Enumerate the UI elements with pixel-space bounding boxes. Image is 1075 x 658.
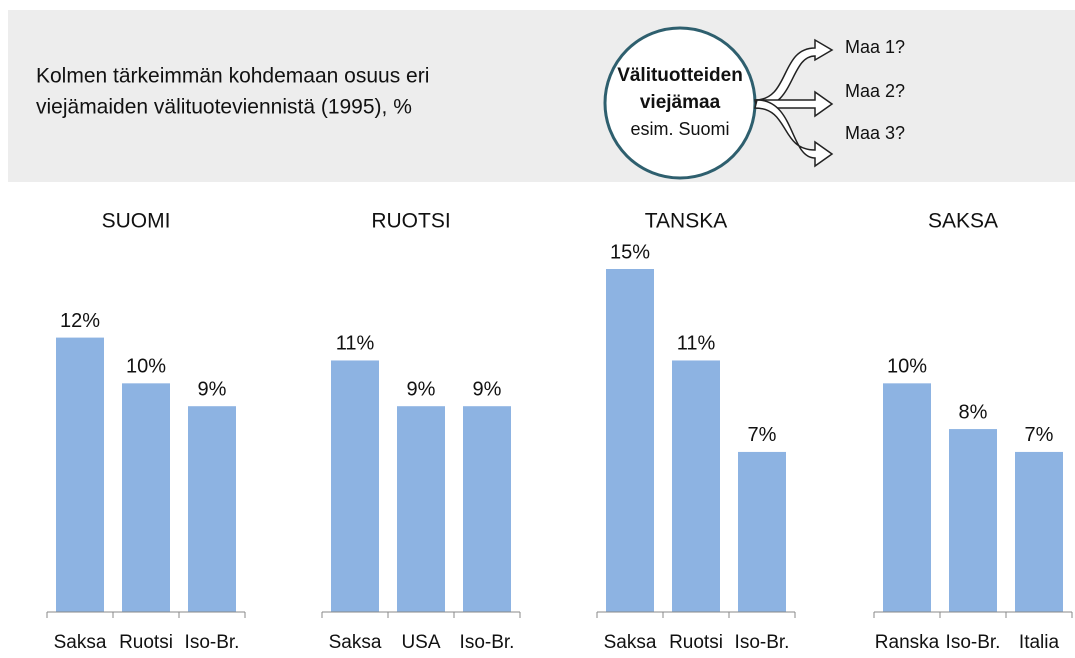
output-label: Maa 1? [845,37,905,57]
value-label: 8% [959,401,988,423]
x-tick-label: Iso-Br. [946,632,1001,653]
bar [949,429,997,612]
bar [331,360,379,612]
value-label: 11% [677,333,716,355]
value-label: 7% [748,424,777,446]
bar [606,269,654,612]
circle-text: esim. Suomi [630,119,729,139]
value-label: 15% [610,241,650,263]
output-label: Maa 3? [845,123,905,143]
circle-text: viejämaa [640,92,721,113]
x-tick-label: Saksa [54,632,107,653]
bar [883,383,931,612]
chart-title: RUOTSI [371,210,450,233]
value-label: 11% [336,333,375,355]
x-tick-label: Italia [1019,632,1060,653]
header-title: Kolmen tärkeimmän kohdemaan osuus eri [36,65,429,88]
x-tick-label: Iso-Br. [735,632,790,653]
bar [1015,451,1063,612]
x-tick-label: Ruotsi [119,632,173,653]
arrows [754,38,834,168]
value-label: 9% [198,378,227,400]
x-tick-label: USA [401,632,440,653]
x-tick-label: Saksa [329,632,382,653]
value-label: 12% [60,310,100,332]
x-tick-label: Iso-Br. [460,632,515,653]
value-label: 10% [887,356,927,378]
chart-title: SAKSA [928,210,998,233]
bar [463,406,511,612]
bar [738,451,786,612]
bar [672,360,720,612]
value-label: 9% [473,378,502,400]
x-tick-label: Saksa [604,632,657,653]
bar [397,406,445,612]
bar [122,383,170,612]
x-tick-label: Ruotsi [669,632,723,653]
chart-title: SUOMI [102,210,171,233]
header-title: viejämaiden välituoteviennistä (1995), % [36,96,412,119]
header-box [8,10,1075,182]
x-tick-label: Iso-Br. [185,632,240,653]
output-label: Maa 2? [845,81,905,101]
circle-text: Välituotteiden [617,65,743,86]
value-label: 7% [1025,424,1054,446]
chart-title: TANSKA [645,210,727,233]
value-label: 9% [407,378,436,400]
x-tick-label: Ranska [875,632,940,653]
bar [56,337,104,612]
value-label: 10% [126,356,166,378]
bar [188,406,236,612]
